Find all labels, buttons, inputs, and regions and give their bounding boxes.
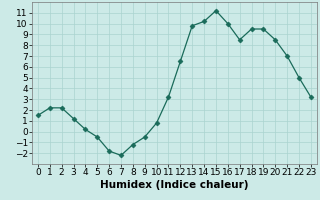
- X-axis label: Humidex (Indice chaleur): Humidex (Indice chaleur): [100, 180, 249, 190]
